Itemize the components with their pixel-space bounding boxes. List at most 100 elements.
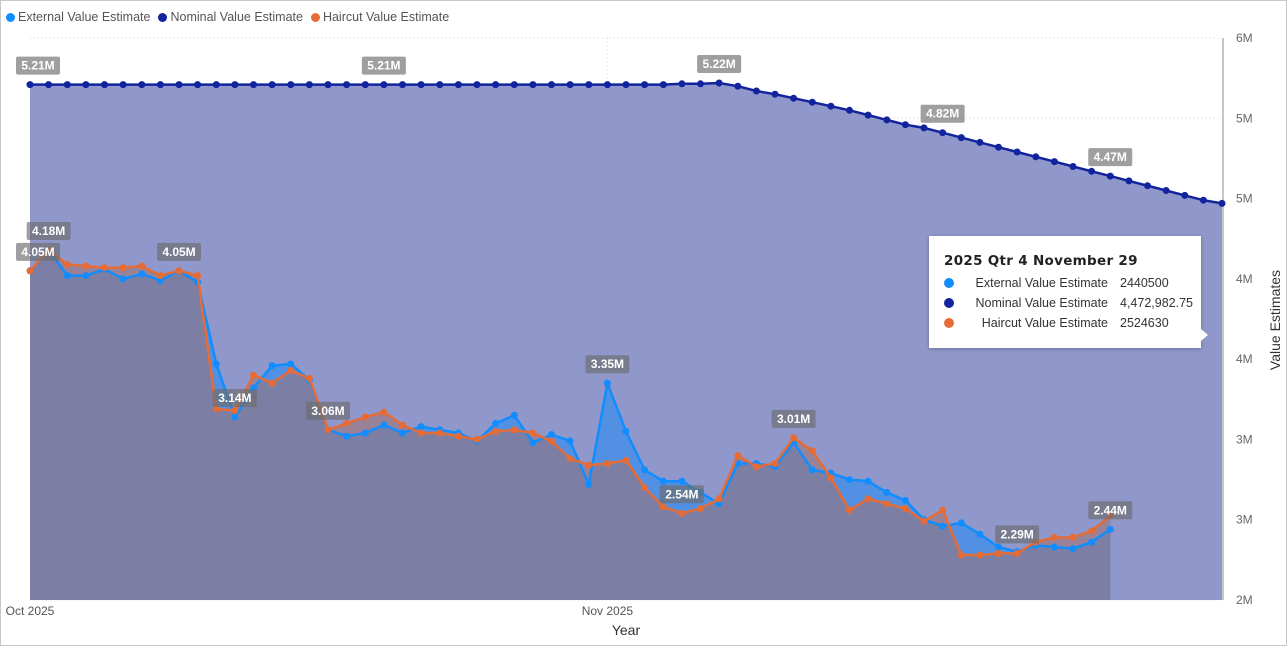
data-point: [212, 360, 220, 368]
data-point: [622, 456, 630, 464]
data-point: [734, 452, 742, 459]
data-point: [231, 413, 239, 421]
data-point: [603, 81, 611, 89]
data-point: [417, 423, 425, 431]
data-point: [1181, 191, 1189, 199]
data-point: [883, 488, 891, 496]
data-label-box: [16, 56, 60, 75]
data-point: [510, 411, 518, 419]
series-dot-icon: [944, 298, 954, 308]
data-point: [678, 509, 686, 517]
data-point: [697, 80, 704, 88]
data-point: [864, 495, 872, 503]
data-point: [678, 477, 686, 485]
tooltip-row-external: External Value Estimate 2440500: [944, 274, 1169, 292]
series-dot-icon: [944, 278, 954, 288]
data-point: [622, 427, 630, 435]
data-point: [697, 505, 704, 512]
data-label: 2.44M: [1088, 501, 1133, 520]
data-point: [901, 496, 909, 504]
data-label-text: 4.18M: [32, 224, 65, 238]
data-point: [361, 413, 369, 421]
data-point: [324, 81, 332, 89]
data-point: [175, 81, 183, 89]
data-label: 3.06M: [306, 401, 350, 420]
data-label-box: [26, 221, 71, 240]
data-point: [827, 102, 835, 110]
data-point: [436, 429, 444, 437]
y-tick-label: 3M: [1236, 432, 1253, 446]
data-point: [566, 455, 574, 463]
data-point: [901, 505, 909, 512]
data-point: [715, 495, 723, 503]
series-area: [30, 250, 1111, 600]
data-point: [566, 437, 574, 445]
data-point: [101, 81, 108, 89]
data-point: [548, 81, 555, 89]
data-point: [82, 81, 90, 89]
data-point: [901, 121, 909, 129]
data-label-text: 4.05M: [162, 245, 195, 259]
data-point: [268, 379, 276, 387]
data-point: [846, 506, 853, 514]
data-point: [175, 267, 183, 275]
tooltip-label: Nominal Value Estimate: [975, 296, 1108, 310]
data-point: [212, 81, 220, 89]
data-point: [1013, 148, 1021, 156]
data-point: [1050, 533, 1058, 541]
x-axis-title: Year: [612, 622, 641, 638]
data-point: [715, 500, 723, 508]
data-label-text: 4.05M: [21, 245, 54, 259]
data-point: [492, 81, 500, 89]
data-point: [864, 111, 872, 119]
data-point: [529, 439, 537, 447]
data-point: [194, 81, 202, 89]
data-point: [380, 408, 388, 416]
data-point: [790, 434, 798, 442]
data-point: [436, 81, 444, 89]
data-point: [603, 460, 611, 467]
data-label-box: [212, 388, 257, 407]
data-label-box: [659, 485, 704, 504]
data-point: [268, 362, 276, 370]
data-point: [752, 87, 760, 95]
data-point: [1106, 172, 1114, 180]
data-point: [790, 94, 798, 102]
legend-item-external[interactable]: External Value Estimate: [6, 10, 150, 24]
data-point: [1032, 153, 1040, 161]
data-point: [827, 474, 835, 482]
data-label-box: [1088, 148, 1133, 167]
data-point: [1218, 199, 1226, 207]
data-point: [1013, 549, 1021, 557]
data-point: [454, 432, 462, 440]
data-point: [995, 543, 1002, 551]
data-label-box: [16, 242, 60, 261]
legend-item-haircut[interactable]: Haircut Value Estimate: [310, 10, 450, 24]
data-point: [399, 429, 406, 437]
y-tick-label: 2M: [1236, 593, 1253, 607]
legend-item-nominal[interactable]: Nominal Value Estimate: [158, 10, 303, 24]
data-point: [138, 262, 146, 270]
data-point: [26, 267, 34, 275]
tooltip-value: 2524630: [1120, 316, 1169, 330]
data-label: 3.35M: [585, 355, 630, 374]
data-label-box: [157, 242, 201, 261]
data-label: 2.29M: [995, 525, 1040, 544]
data-label-box: [771, 409, 816, 428]
data-point: [641, 466, 649, 474]
legend-label: Haircut Value Estimate: [322, 10, 450, 24]
data-label-box: [920, 104, 965, 123]
data-point: [268, 81, 276, 89]
data-point: [566, 81, 574, 89]
data-point: [529, 429, 537, 437]
data-point: [399, 81, 406, 89]
data-point: [343, 432, 351, 440]
data-label: 5.21M: [16, 56, 60, 75]
data-point: [343, 81, 351, 89]
data-point: [678, 80, 686, 88]
data-point: [380, 421, 388, 429]
data-point: [939, 129, 947, 137]
data-point: [1144, 182, 1151, 190]
data-point: [454, 81, 462, 89]
